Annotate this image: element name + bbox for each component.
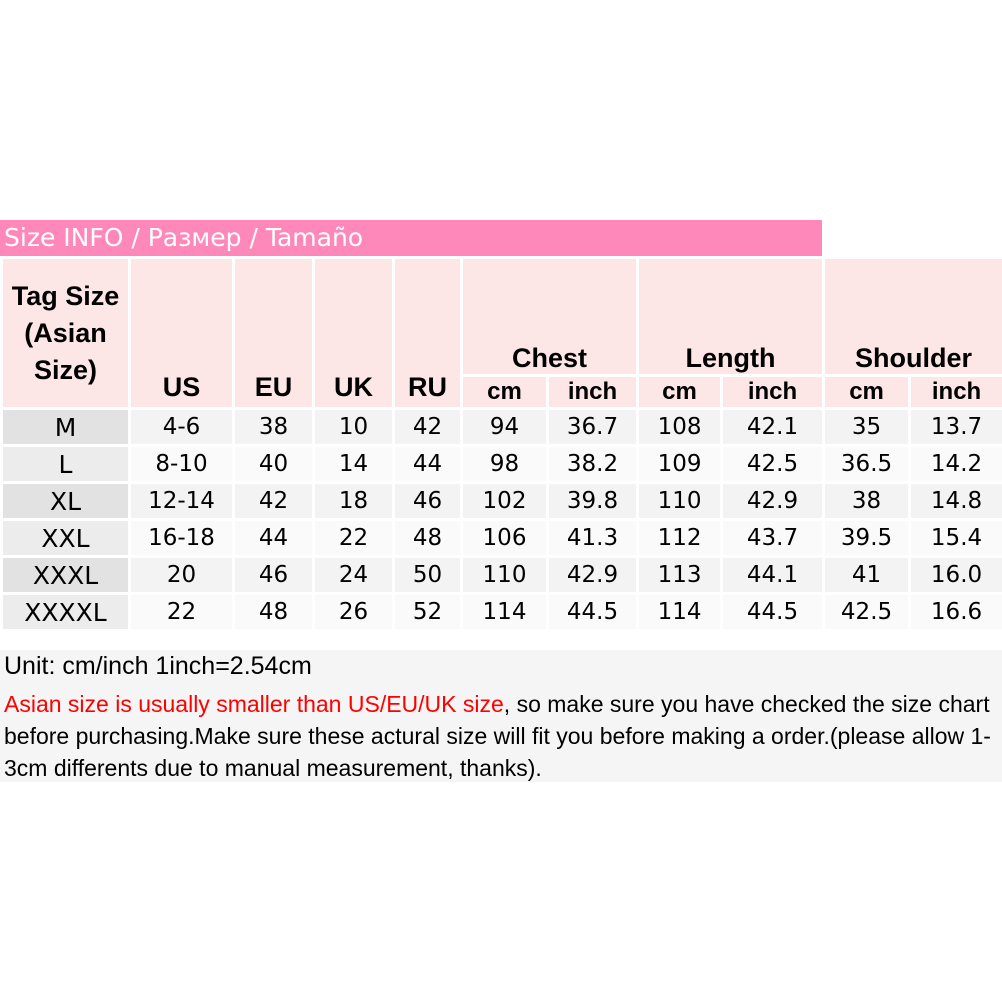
value-cell: 42 — [232, 481, 315, 521]
data-row: XL 12-14 42 18 46 102 39.8 110 42.9 38 14.8 — [0, 481, 1002, 521]
value-cell: 108 — [636, 407, 724, 447]
value-cell: 42.1 — [720, 407, 826, 447]
data-row: M 4-6 38 10 42 94 36.7 108 42.1 35 13.7 — [0, 407, 1002, 447]
value-cell: 26 — [312, 592, 395, 632]
header-cell: Length — [636, 256, 826, 377]
value-cell: 42.5 — [720, 444, 826, 484]
value-cell: 44 — [232, 518, 315, 558]
header-cell: Chest — [459, 256, 640, 377]
value-cell: 44.5 — [720, 592, 826, 632]
value-cell: 16.6 — [908, 592, 1002, 632]
value-cell: 46 — [232, 555, 315, 595]
value-cell: 52 — [392, 592, 463, 632]
value-cell: 18 — [312, 481, 395, 521]
size-table: Tag Size (Asian Size) US EU UK RU Chest Length… — [0, 256, 1002, 632]
header-cell: US — [128, 256, 235, 410]
value-cell: 50 — [392, 555, 463, 595]
value-cell: 22 — [128, 592, 235, 632]
value-cell: 8-10 — [128, 444, 235, 484]
note-warning: Asian size is usually smaller than US/EU… — [4, 691, 504, 717]
footer-background — [0, 650, 1002, 782]
value-cell: 20 — [128, 555, 235, 595]
header-cell: Shoulder — [822, 256, 1002, 377]
value-cell: 43.7 — [720, 518, 826, 558]
value-cell: 113 — [636, 555, 724, 595]
value-cell: 16-18 — [128, 518, 235, 558]
value-cell: 10 — [312, 407, 395, 447]
value-cell: 14.8 — [908, 481, 1002, 521]
value-cell: 42.5 — [822, 592, 912, 632]
size-cell: XL — [0, 481, 131, 521]
value-cell: 22 — [312, 518, 395, 558]
value-cell: 13.7 — [908, 407, 1002, 447]
data-row: XXXL 20 46 24 50 110 42.9 113 44.1 41 16.0 — [0, 555, 1002, 595]
value-cell: 48 — [232, 592, 315, 632]
note: Asian size is usually smaller than US/EU… — [4, 688, 998, 784]
value-cell: 42.9 — [545, 555, 640, 595]
note-text: , so make sure you have checked the size… — [4, 691, 991, 781]
subheader-cell: inch — [545, 374, 640, 410]
value-cell: 12-14 — [128, 481, 235, 521]
header-cell: EU — [232, 256, 315, 410]
value-cell: 40 — [232, 444, 315, 484]
value-cell: 39.5 — [822, 518, 912, 558]
value-cell: 36.7 — [545, 407, 640, 447]
subheader-cell: cm — [822, 374, 912, 410]
value-cell: 15.4 — [908, 518, 1002, 558]
size-cell: XXXXL — [0, 592, 131, 632]
size-cell: M — [0, 407, 131, 447]
value-cell: 38 — [232, 407, 315, 447]
size-cell: XXL — [0, 518, 131, 558]
value-cell: 14.2 — [908, 444, 1002, 484]
value-cell: 48 — [392, 518, 463, 558]
value-cell: 44.5 — [545, 592, 640, 632]
value-cell: 110 — [636, 481, 724, 521]
title-bar: Size INFO / Размер / Tamaño — [0, 220, 822, 256]
value-cell: 102 — [460, 481, 549, 521]
value-cell: 4-6 — [128, 407, 235, 447]
size-cell: XXXL — [0, 555, 131, 595]
data-row: XXL 16-18 44 22 48 106 41.3 112 43.7 39.5 15.4 — [0, 518, 1002, 558]
value-cell: 46 — [392, 481, 463, 521]
data-row: L 8-10 40 14 44 98 38.2 109 42.5 36.5 14.2 — [0, 444, 1002, 484]
value-cell: 109 — [636, 444, 724, 484]
value-cell: 114 — [460, 592, 549, 632]
value-cell: 44.1 — [720, 555, 826, 595]
subheader-row: cm inch cm inch cm inch — [2, 374, 1002, 410]
value-cell: 106 — [460, 518, 549, 558]
value-cell: 110 — [460, 555, 549, 595]
value-cell: 94 — [460, 407, 549, 447]
value-cell: 41 — [822, 555, 912, 595]
value-cell: 36.5 — [822, 444, 912, 484]
value-cell: 42.9 — [720, 481, 826, 521]
unit-text: Unit: cm/inch 1inch=2.54cm — [4, 652, 312, 680]
subheader-cell: inch — [720, 374, 826, 410]
subheader-cell: cm — [460, 374, 549, 410]
value-cell: 38.2 — [545, 444, 640, 484]
value-cell: 41.3 — [545, 518, 640, 558]
subheader-cell: cm — [636, 374, 724, 410]
value-cell: 39.8 — [545, 481, 640, 521]
value-cell: 112 — [636, 518, 724, 558]
header-cell: UK — [312, 256, 395, 410]
value-cell: 16.0 — [908, 555, 1002, 595]
value-cell: 35 — [822, 407, 912, 447]
value-cell: 42 — [392, 407, 463, 447]
value-cell: 44 — [392, 444, 463, 484]
value-cell: 114 — [636, 592, 724, 632]
value-cell: 24 — [312, 555, 395, 595]
value-cell: 98 — [460, 444, 549, 484]
value-cell: 14 — [312, 444, 395, 484]
data-row: XXXXL 22 48 26 52 114 44.5 114 44.5 42.5 16.6 — [0, 592, 1002, 632]
header-cell: RU — [392, 256, 463, 410]
header-row: Tag Size (Asian Size) US EU UK RU Chest Length… — [0, 256, 1002, 410]
subheader-cell: inch — [908, 374, 1002, 410]
value-cell: 38 — [822, 481, 912, 521]
size-cell: L — [0, 444, 131, 484]
header-cell: Tag Size (Asian Size) — [0, 256, 131, 410]
